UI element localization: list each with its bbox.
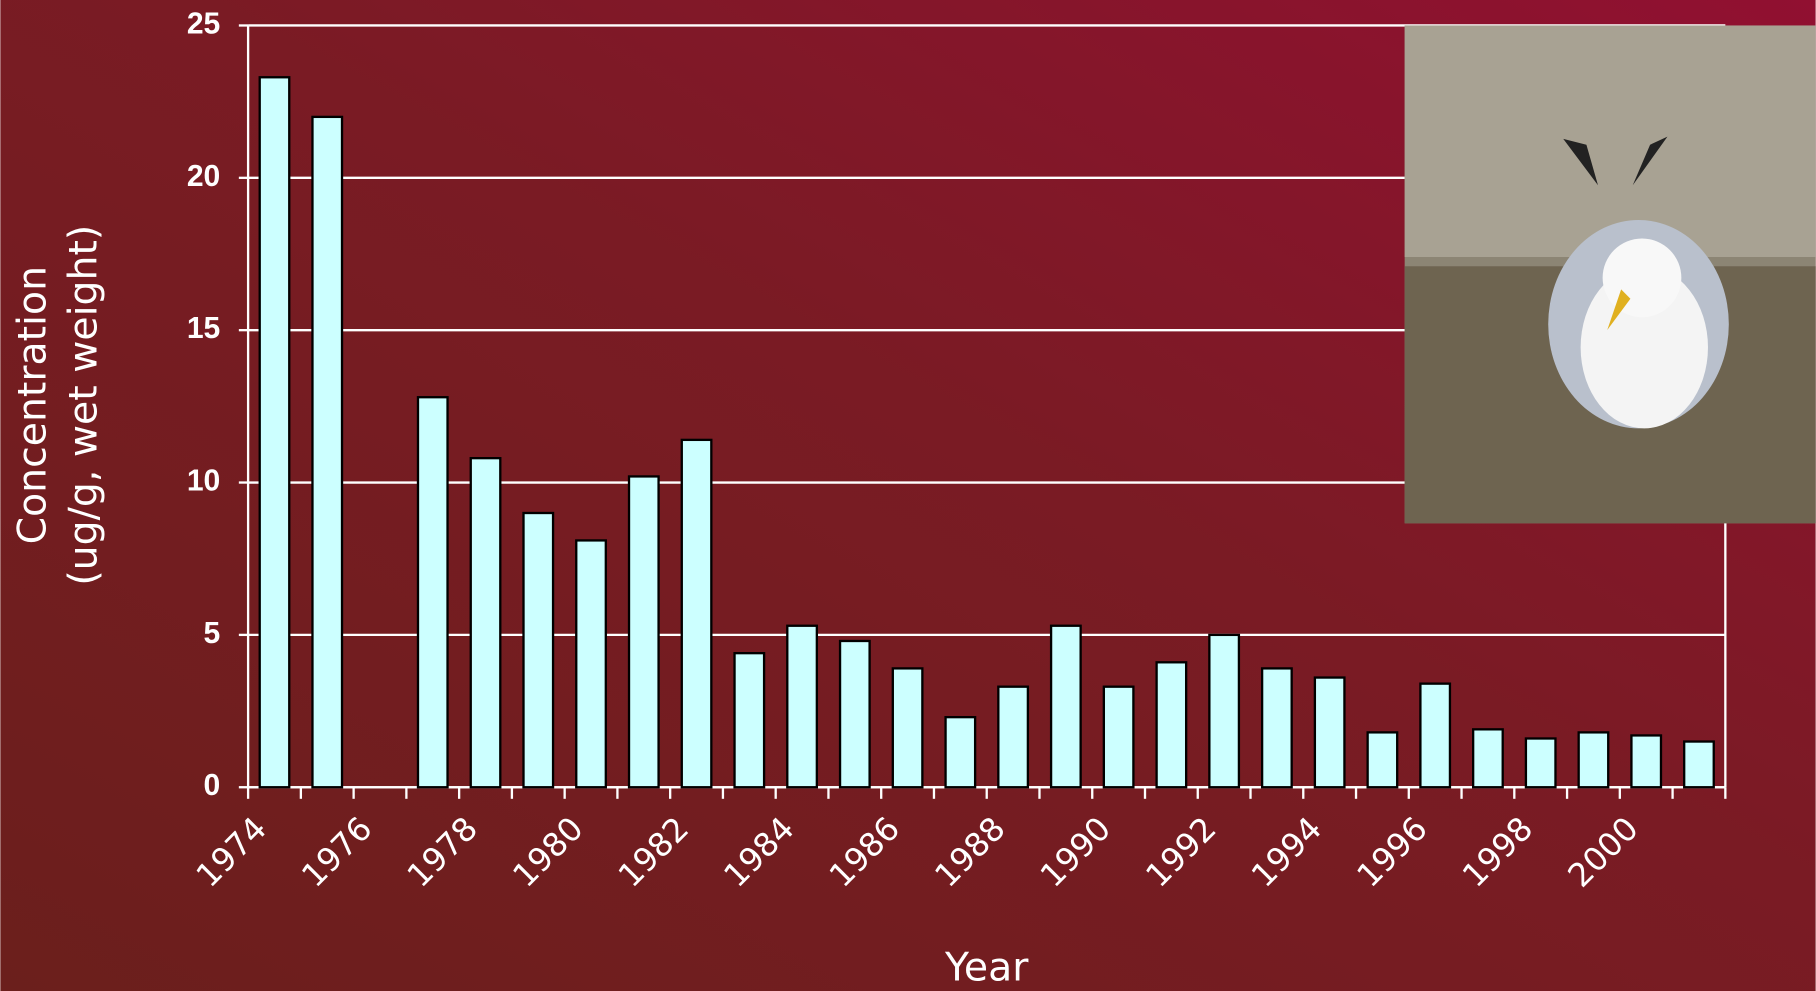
- bar: [1155, 661, 1188, 789]
- bar: [1577, 731, 1610, 789]
- bar: [1524, 737, 1557, 789]
- bar: [1049, 624, 1082, 789]
- bar: [891, 667, 924, 789]
- y-tick-label: 25: [187, 7, 220, 40]
- bar: [469, 456, 502, 789]
- bar: [1683, 740, 1715, 789]
- bar: [1472, 728, 1504, 789]
- y-axis-label: Concentration: [10, 266, 56, 544]
- bar: [1419, 682, 1452, 789]
- bar: [733, 652, 766, 789]
- bar: [944, 716, 977, 789]
- bar: [627, 475, 660, 789]
- bar: [838, 639, 871, 789]
- bar: [997, 685, 1030, 789]
- bar: [311, 115, 344, 789]
- bar: [786, 624, 818, 789]
- bar: [258, 76, 291, 789]
- y-tick-label: 15: [187, 312, 220, 345]
- bar: [1630, 734, 1663, 789]
- bar: [1102, 685, 1135, 789]
- bar: [1366, 731, 1399, 789]
- x-axis-label: Year: [944, 945, 1029, 991]
- y-tick-label: 20: [187, 160, 220, 193]
- bar: [1260, 667, 1293, 789]
- y-tick-label: 0: [204, 769, 221, 802]
- bar: [416, 396, 449, 789]
- bar: [575, 539, 607, 789]
- y-tick-label: 10: [187, 464, 220, 497]
- photo: [1404, 25, 1816, 524]
- y-axis-label: (ug/g, wet weight): [61, 225, 107, 586]
- bar: [1313, 676, 1346, 789]
- y-tick-label: 5: [204, 617, 221, 650]
- bar: [1208, 633, 1241, 789]
- bar: [522, 511, 555, 789]
- bar: [680, 438, 713, 789]
